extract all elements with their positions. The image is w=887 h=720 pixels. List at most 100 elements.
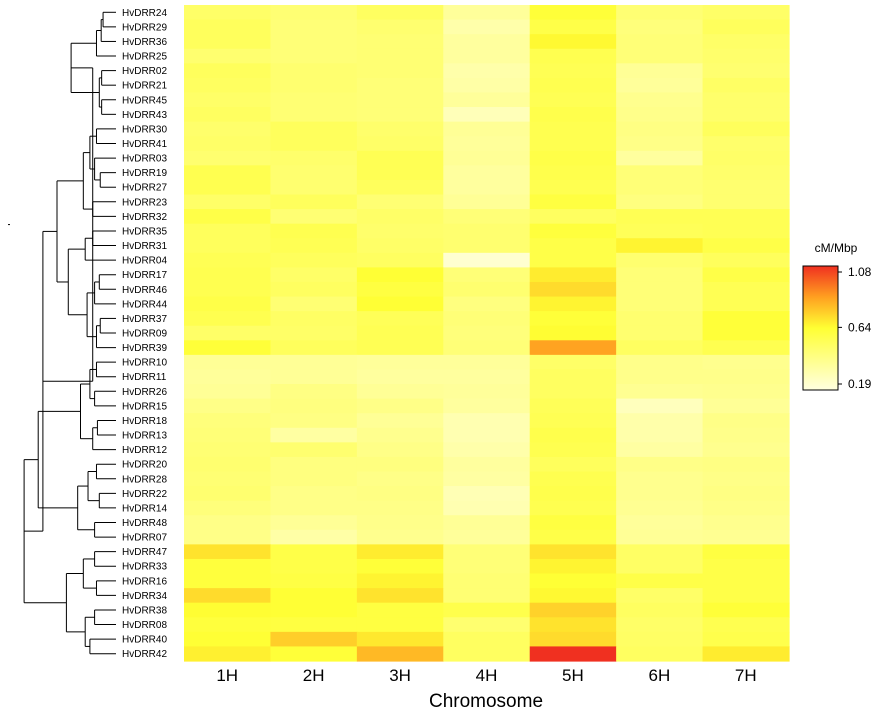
heatmap-cell-HvDRR10-3H — [356, 354, 444, 371]
heatmap-cell-HvDRR44-2H — [270, 296, 358, 312]
heatmap-cell-HvDRR28-5H — [529, 471, 617, 487]
legend-ticks: 1.08 0.64 0.19 — [838, 265, 872, 391]
heatmap-cell-HvDRR18-3H — [356, 413, 444, 429]
heatmap-cell-HvDRR32-7H — [702, 209, 790, 225]
heatmap-cell-HvDRR29-7H — [702, 19, 790, 35]
heatmap-cell-HvDRR39-4H — [443, 340, 531, 356]
heatmap-cell-HvDRR46-7H — [702, 281, 790, 298]
heatmap-cell-HvDRR46-3H — [356, 281, 444, 298]
heatmap-cell-HvDRR44-7H — [702, 296, 790, 312]
heatmap-cell-HvDRR23-2H — [270, 194, 358, 210]
heatmap-cell-HvDRR13-6H — [616, 427, 704, 443]
row-label: HvDRR28 — [122, 474, 167, 485]
heatmap-cell-HvDRR09-3H — [356, 325, 444, 341]
heatmap-cell-HvDRR44-3H — [356, 296, 444, 312]
row-label: HvDRR20 — [122, 460, 167, 471]
heatmap-cell-HvDRR47-7H — [702, 544, 790, 560]
heatmap-cell-HvDRR36-2H — [270, 34, 358, 50]
x-axis-title: Chromosome — [429, 691, 543, 712]
heatmap-cell-HvDRR38-1H — [184, 602, 272, 618]
heatmap-cell-HvDRR22-7H — [702, 486, 790, 502]
heatmap-cell-HvDRR45-7H — [702, 92, 790, 108]
heatmap-cell-HvDRR24-1H — [184, 5, 272, 21]
heatmap-cell-HvDRR04-5H — [529, 252, 617, 268]
color-legend: cM/Mbp 1.08 0.64 0.19 — [802, 241, 872, 391]
heatmap-cell-HvDRR44-4H — [443, 296, 531, 312]
legend-colorbar — [802, 265, 839, 391]
heatmap-cells — [184, 5, 790, 662]
heatmap-cell-HvDRR40-4H — [443, 631, 531, 648]
heatmap-cell-HvDRR07-4H — [443, 529, 531, 545]
heatmap-cell-HvDRR38-7H — [702, 602, 790, 618]
heatmap-cell-HvDRR35-6H — [616, 223, 704, 239]
heatmap-cell-HvDRR11-4H — [443, 369, 531, 385]
heatmap-cell-HvDRR38-3H — [356, 602, 444, 618]
heatmap-cell-HvDRR13-7H — [702, 427, 790, 443]
row-label: HvDRR14 — [122, 503, 167, 514]
row-label: HvDRR18 — [122, 416, 167, 427]
heatmap-cell-HvDRR26-1H — [184, 384, 272, 400]
heatmap-cell-HvDRR14-4H — [443, 500, 531, 516]
heatmap-cell-HvDRR34-3H — [356, 588, 444, 604]
heatmap-cell-HvDRR25-3H — [356, 48, 444, 64]
heatmap-cell-HvDRR09-7H — [702, 325, 790, 341]
row-label: HvDRR41 — [122, 139, 167, 150]
heatmap-cell-HvDRR15-1H — [184, 398, 272, 414]
heatmap-cell-HvDRR45-6H — [616, 92, 704, 108]
row-label: HvDRR08 — [122, 620, 167, 631]
heatmap-cell-HvDRR41-3H — [356, 136, 444, 152]
heatmap-cell-HvDRR23-3H — [356, 194, 444, 210]
heatmap-cell-HvDRR12-7H — [702, 442, 790, 458]
heatmap-cell-HvDRR42-7H — [702, 646, 790, 662]
heatmap-cell-HvDRR17-1H — [184, 267, 272, 283]
heatmap-cell-HvDRR31-6H — [616, 238, 704, 254]
row-label: HvDRR04 — [122, 256, 167, 267]
heatmap-cell-HvDRR21-7H — [702, 77, 790, 94]
row-label: HvDRR16 — [122, 576, 167, 587]
heatmap-cell-HvDRR16-2H — [270, 573, 358, 589]
row-label: HvDRR23 — [122, 197, 167, 208]
heatmap-cell-HvDRR37-5H — [529, 311, 617, 327]
heatmap-cell-HvDRR02-3H — [356, 63, 444, 79]
heatmap-cell-HvDRR18-4H — [443, 413, 531, 429]
heatmap-cell-HvDRR39-6H — [616, 340, 704, 356]
heatmap-cell-HvDRR40-1H — [184, 631, 272, 648]
heatmap-cell-HvDRR17-5H — [529, 267, 617, 283]
heatmap-cell-HvDRR38-4H — [443, 602, 531, 618]
heatmap-cell-HvDRR37-3H — [356, 311, 444, 327]
heatmap-cell-HvDRR33-3H — [356, 558, 444, 575]
heatmap-cell-HvDRR41-7H — [702, 136, 790, 152]
heatmap-cell-HvDRR31-1H — [184, 238, 272, 254]
heatmap-cell-HvDRR27-1H — [184, 179, 272, 196]
heatmap-cell-HvDRR17-4H — [443, 267, 531, 283]
heatmap-cell-HvDRR24-4H — [443, 5, 531, 21]
heatmap-cell-HvDRR33-4H — [443, 558, 531, 575]
heatmap-cell-HvDRR25-7H — [702, 48, 790, 64]
heatmap-cell-HvDRR07-1H — [184, 529, 272, 545]
row-label: HvDRR07 — [122, 533, 167, 544]
heatmap-cell-HvDRR29-3H — [356, 19, 444, 35]
row-label: HvDRR42 — [122, 649, 167, 660]
heatmap-cell-HvDRR20-3H — [356, 456, 444, 473]
heatmap-cell-HvDRR34-6H — [616, 588, 704, 604]
heatmap-cell-HvDRR12-1H — [184, 442, 272, 458]
heatmap-cell-HvDRR30-2H — [270, 121, 358, 137]
heatmap-cell-HvDRR41-2H — [270, 136, 358, 152]
heatmap-cell-HvDRR43-7H — [702, 107, 790, 123]
heatmap-cell-HvDRR44-6H — [616, 296, 704, 312]
row-label: HvDRR33 — [122, 562, 167, 573]
heatmap-cell-HvDRR14-6H — [616, 500, 704, 516]
heatmap-cell-HvDRR10-7H — [702, 354, 790, 371]
heatmap-cell-HvDRR15-5H — [529, 398, 617, 414]
heatmap-cell-HvDRR47-2H — [270, 544, 358, 560]
heatmap-cell-HvDRR23-1H — [184, 194, 272, 210]
heatmap-cell-HvDRR12-5H — [529, 442, 617, 458]
heatmap-cell-HvDRR47-5H — [529, 544, 617, 560]
row-label: HvDRR24 — [122, 8, 167, 19]
row-label: HvDRR17 — [122, 270, 167, 281]
heatmap-cell-HvDRR27-7H — [702, 179, 790, 196]
heatmap-cell-HvDRR31-2H — [270, 238, 358, 254]
heatmap-cell-HvDRR12-2H — [270, 442, 358, 458]
heatmap-cell-HvDRR48-7H — [702, 515, 790, 531]
row-label: HvDRR40 — [122, 635, 167, 646]
